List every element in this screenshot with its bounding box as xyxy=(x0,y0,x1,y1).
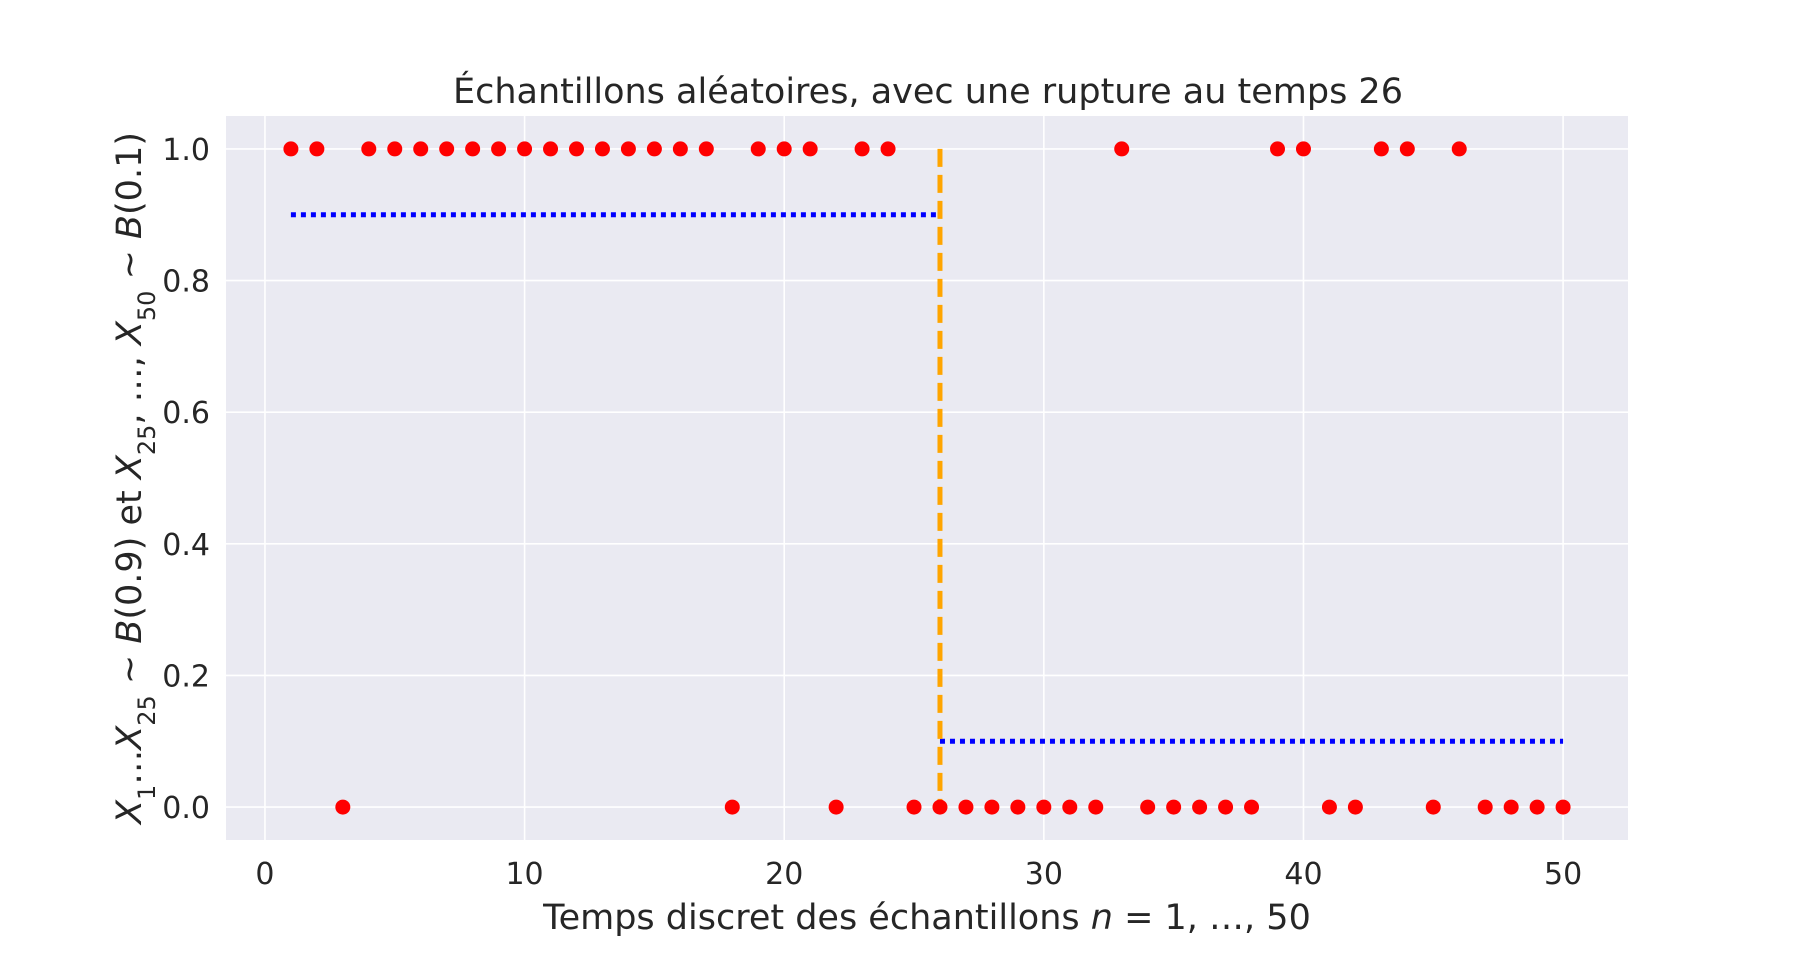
sample-point xyxy=(1244,799,1260,815)
sample-point xyxy=(672,141,688,157)
sample-point xyxy=(1140,799,1156,815)
y-tick-label: 0.8 xyxy=(162,265,210,300)
sample-point xyxy=(776,141,792,157)
sample-point xyxy=(543,141,559,157)
sample-point xyxy=(387,141,403,157)
y-axis-label: X1…X25 ~ B(0.9) et X25, …, X50 ~ B(0.1) xyxy=(110,132,161,826)
sample-point xyxy=(1295,141,1311,157)
y-tick-label: 0.4 xyxy=(162,528,210,563)
sample-point xyxy=(1166,799,1182,815)
sample-point xyxy=(646,141,662,157)
sample-point xyxy=(724,799,740,815)
chart-title: Échantillons aléatoires, avec une ruptur… xyxy=(453,70,1403,112)
sample-point xyxy=(1399,141,1415,157)
x-tick-label: 10 xyxy=(505,857,543,892)
y-tick-label: 0.2 xyxy=(162,659,210,694)
sample-point xyxy=(1451,141,1467,157)
x-tick-label: 0 xyxy=(255,857,274,892)
sample-point xyxy=(906,799,922,815)
x-tick-label: 30 xyxy=(1025,857,1063,892)
sample-point xyxy=(491,141,507,157)
sample-point xyxy=(1218,799,1234,815)
sample-point xyxy=(335,799,351,815)
x-tick-labels: 0 10 20 30 40 50 xyxy=(255,857,1582,892)
sample-point xyxy=(465,141,481,157)
sample-point xyxy=(1010,799,1026,815)
sample-point xyxy=(880,141,896,157)
sample-point xyxy=(1114,141,1130,157)
x-axis-label: Temps discret des échantillons n = 1, …,… xyxy=(542,898,1311,938)
sample-point xyxy=(1062,799,1078,815)
plot-area xyxy=(226,116,1628,840)
sample-point xyxy=(309,141,325,157)
sample-point xyxy=(1270,141,1285,157)
grid-lines xyxy=(226,116,1628,840)
sample-point xyxy=(413,141,429,157)
sample-point xyxy=(283,141,299,157)
sample-point xyxy=(620,141,636,157)
sample-point xyxy=(1192,799,1208,815)
sample-point xyxy=(1373,141,1389,157)
sample-point xyxy=(594,141,610,157)
sample-point xyxy=(1477,799,1493,815)
sample-point xyxy=(932,799,948,815)
sample-point xyxy=(1425,799,1441,815)
sample-point xyxy=(958,799,974,815)
sample-point xyxy=(1529,799,1545,815)
sample-point xyxy=(1503,799,1519,815)
y-tick-labels: 0.0 0.2 0.4 0.6 0.8 1.0 xyxy=(162,133,210,826)
sample-point xyxy=(439,141,455,157)
sample-point xyxy=(361,141,377,157)
sample-point xyxy=(698,141,714,157)
sample-point xyxy=(517,141,533,157)
sample-point xyxy=(802,141,818,157)
y-tick-label: 0.6 xyxy=(162,396,210,431)
sample-point xyxy=(1347,799,1363,815)
sample-point xyxy=(569,141,584,157)
mean-level-lines xyxy=(290,212,1564,744)
x-tick-label: 40 xyxy=(1284,857,1322,892)
sample-point xyxy=(854,141,870,157)
sample-point xyxy=(1321,799,1337,815)
y-tick-label: 0.0 xyxy=(162,791,210,826)
x-tick-label: 50 xyxy=(1544,857,1582,892)
sample-point xyxy=(750,141,766,157)
y-tick-label: 1.0 xyxy=(162,133,210,168)
sample-point xyxy=(1036,799,1052,815)
sample-point xyxy=(984,799,1000,815)
sample-point xyxy=(1088,799,1104,815)
x-tick-label: 20 xyxy=(765,857,803,892)
sample-point xyxy=(1555,799,1571,815)
sample-points xyxy=(283,141,1571,815)
sample-point xyxy=(828,799,844,815)
